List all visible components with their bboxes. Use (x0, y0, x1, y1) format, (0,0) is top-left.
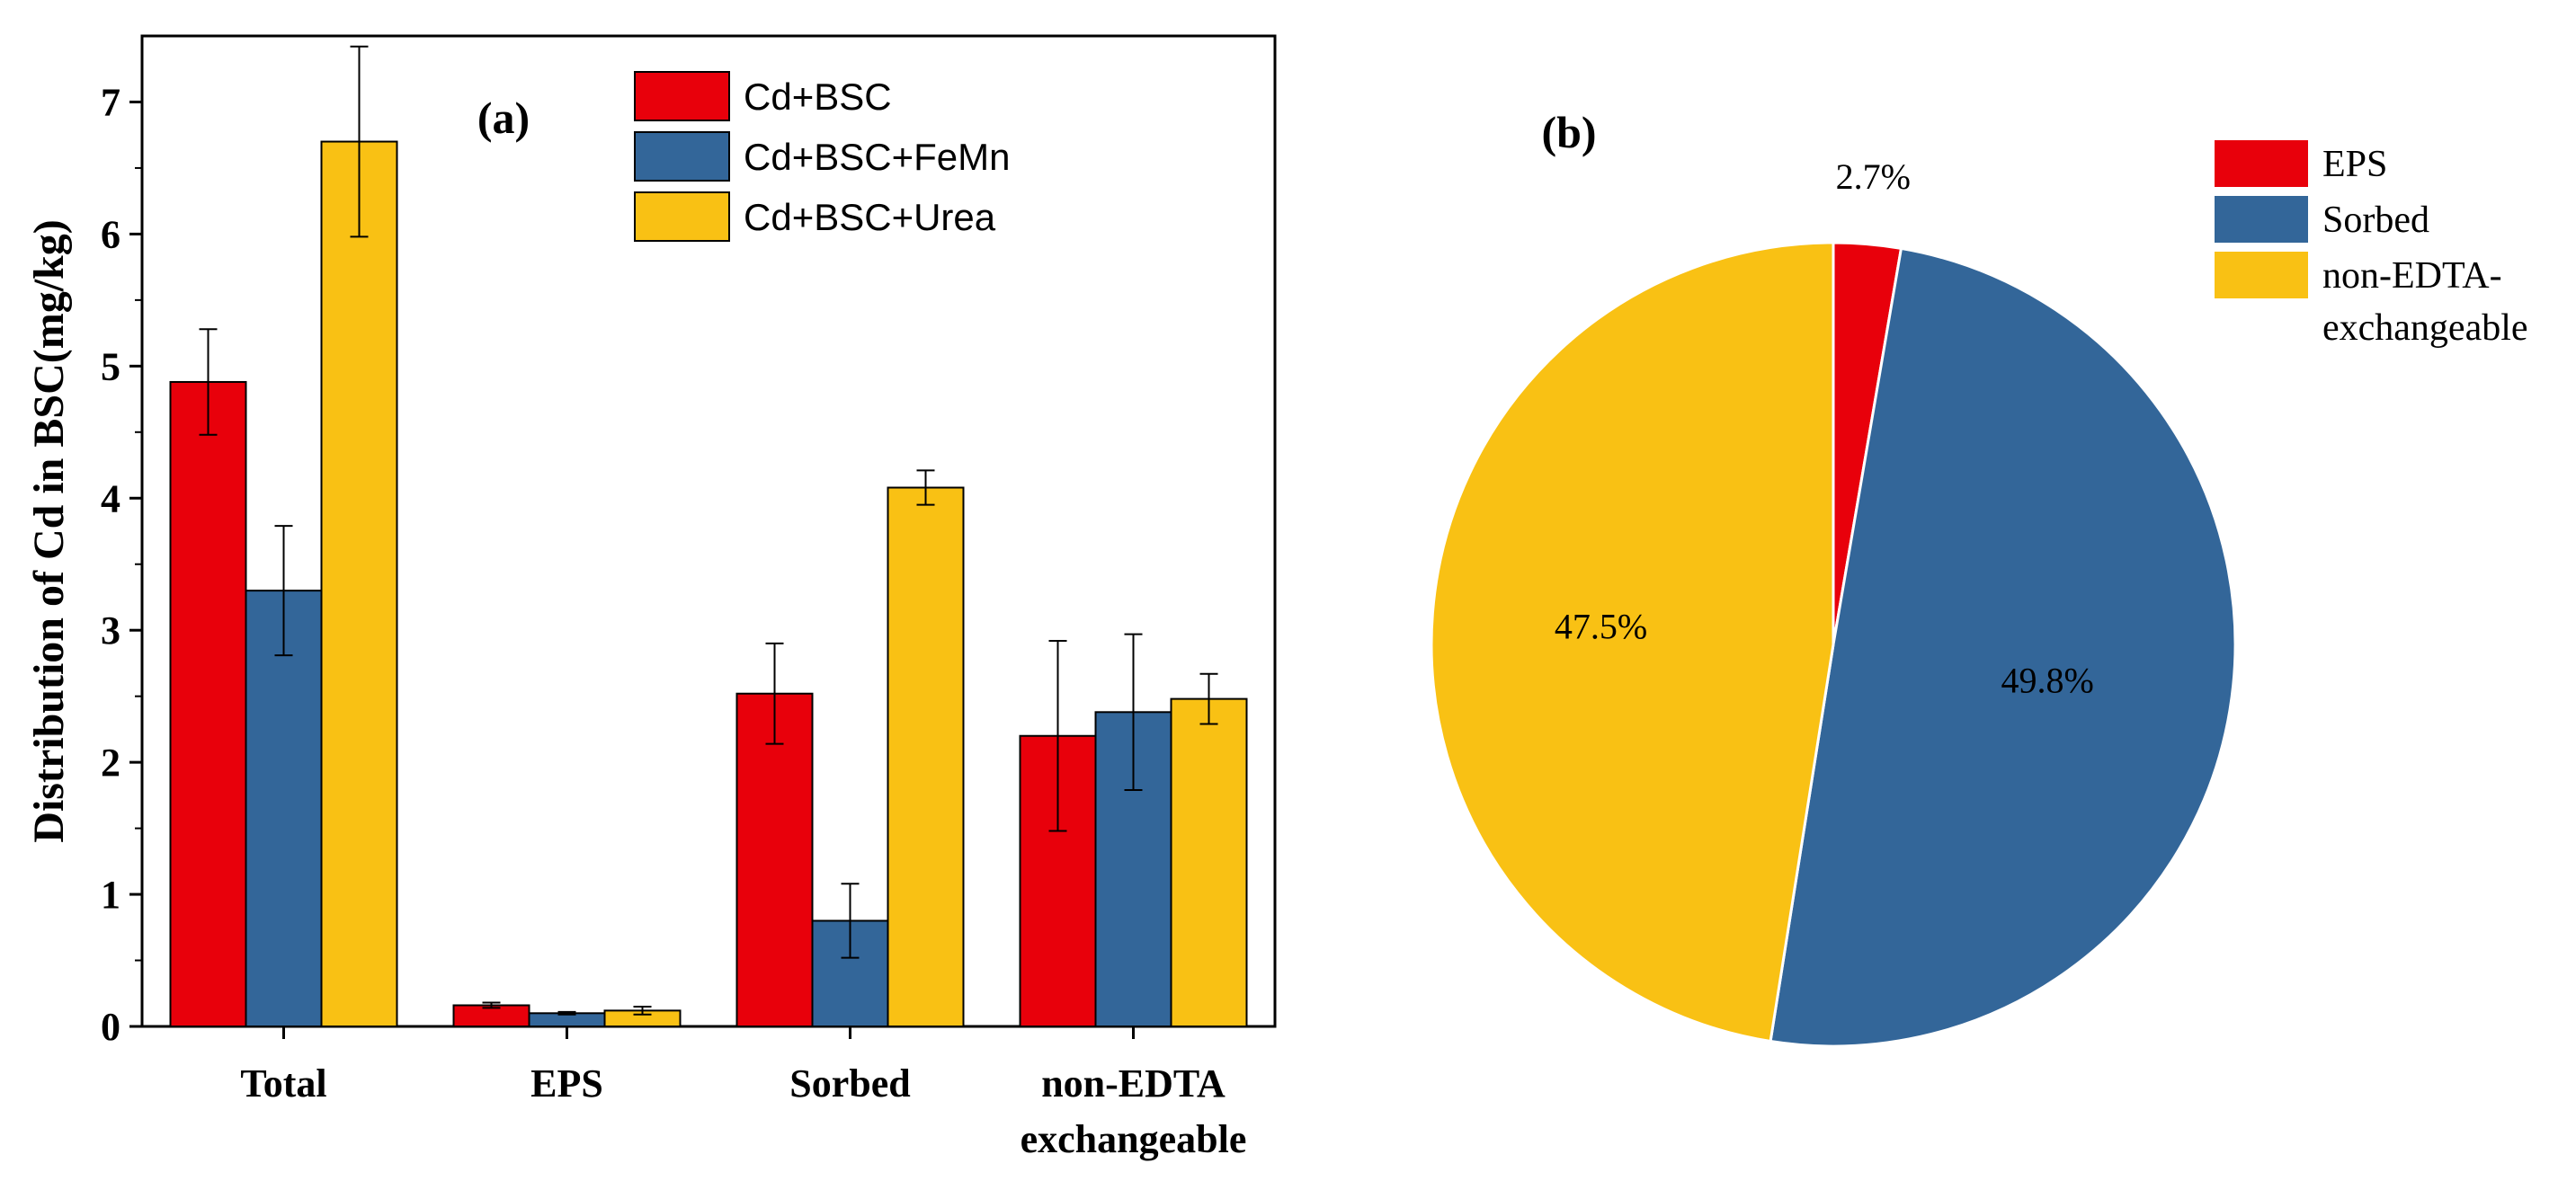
legend-label: Cd+BSC+Urea (744, 196, 996, 238)
x-tick-label: exchangeable (1021, 1117, 1247, 1161)
panel-label-a: (a) (477, 93, 530, 143)
legend-swatch (634, 191, 730, 242)
pie-data-label: 2.7% (1836, 156, 1911, 197)
legend-label: Cd+BSC+FeMn (744, 136, 1010, 178)
pie-slice (1769, 246, 2237, 1048)
pie-slice (1430, 241, 1835, 1043)
y-tick-label: 6 (101, 212, 120, 256)
legend-swatch (2215, 196, 2308, 243)
bar (735, 692, 814, 1028)
legend-swatch (634, 71, 730, 121)
bar (320, 140, 398, 1027)
legend-label: EPS (2322, 144, 2387, 185)
x-tick-label: non-EDTA (1041, 1061, 1226, 1106)
bar-chart-panel: 0 1 2 3 4 5 6 7 Distribution of Cd in BSC(mg/kg)… (25, 34, 1277, 1161)
x-tick-label: Total (240, 1061, 326, 1106)
bar (887, 486, 965, 1027)
legend-label: non-EDTA- (2322, 255, 2502, 297)
pie-data-label: 49.8% (2001, 660, 2094, 700)
y-tick-label: 3 (101, 608, 120, 653)
pie-data-label: 47.5% (1555, 607, 1647, 647)
pie-chart-panel: 2.7% 49.8% 47.5% (b) EPS Sorbed non-EDTA-excha… (1430, 107, 2528, 1048)
x-tick-label: EPS (530, 1061, 603, 1106)
legend-swatch (2215, 252, 2308, 298)
y-tick-label: 2 (101, 741, 120, 785)
bar (1170, 697, 1248, 1027)
y-tick-label: 0 (101, 1005, 120, 1049)
x-tick-label: Sorbed (789, 1061, 910, 1106)
plot-frame (140, 34, 1277, 1028)
y-tick-label: 5 (101, 344, 120, 388)
legend-swatch (2215, 140, 2308, 187)
panel-label-b: (b) (1541, 107, 1596, 157)
bar (169, 380, 247, 1027)
legend-label: exchangeable (2322, 307, 2528, 349)
legend-swatch (634, 131, 730, 182)
legend-label: Cd+BSC (744, 75, 892, 118)
y-tick-label: 7 (101, 80, 120, 124)
y-axis-label: Distribution of Cd in BSC(mg/kg) (25, 219, 73, 842)
y-tick-label: 1 (101, 873, 120, 917)
legend-label: Sorbed (2322, 200, 2429, 241)
y-tick-label: 4 (101, 476, 120, 520)
